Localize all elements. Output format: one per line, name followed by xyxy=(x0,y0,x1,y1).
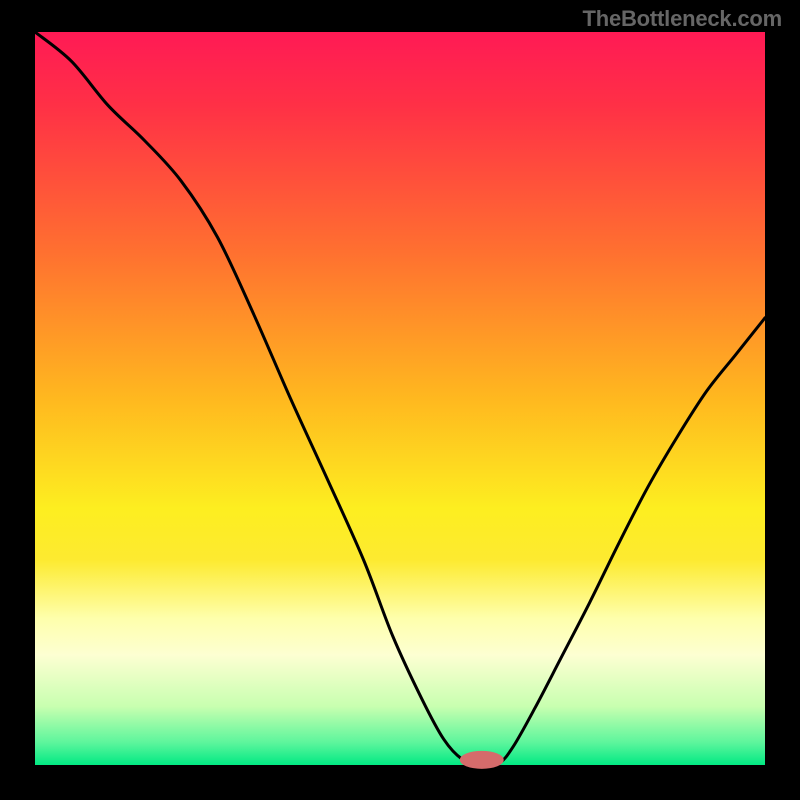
bottleneck-curve-chart xyxy=(0,0,800,800)
watermark-text: TheBottleneck.com xyxy=(582,6,782,32)
canvas-root: TheBottleneck.com xyxy=(0,0,800,800)
optimal-marker-pill xyxy=(460,751,504,769)
